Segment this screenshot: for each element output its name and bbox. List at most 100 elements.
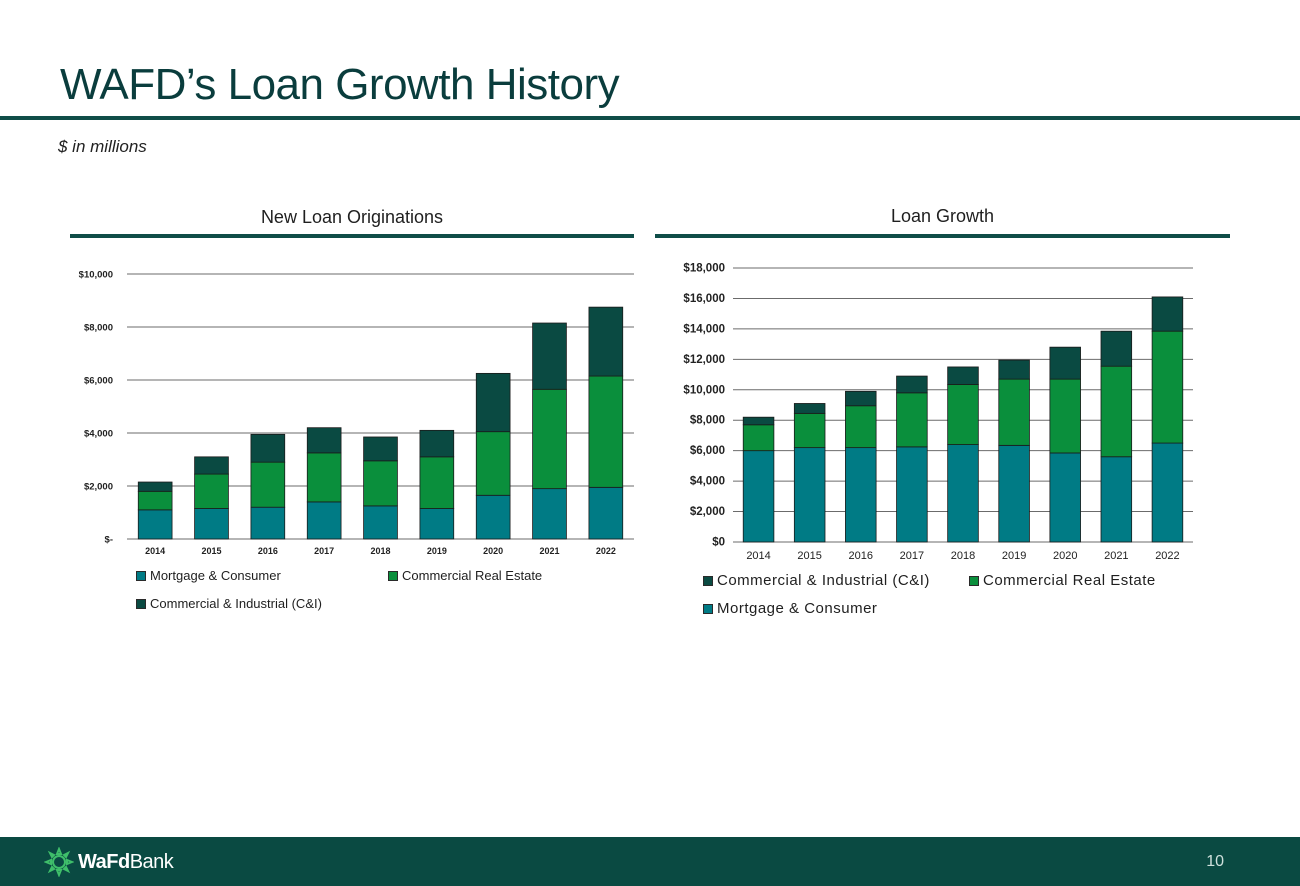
title-divider — [0, 116, 1300, 120]
bar-segment — [588, 486, 624, 540]
y-tick-label: $10,000 — [79, 270, 113, 281]
bar-segment — [1100, 365, 1133, 458]
y-tick-label: $8,000 — [690, 415, 725, 427]
legend-swatch — [136, 598, 146, 609]
x-tick-label: 2017 — [314, 546, 334, 556]
y-tick-label: $18,000 — [683, 263, 725, 275]
legend-item: Commercial Real Estate — [969, 572, 1156, 589]
bar-segment — [363, 436, 398, 462]
y-tick-label: $6,000 — [690, 445, 725, 457]
brand-logo: WaFdBank — [44, 847, 174, 877]
legend-item: Mortgage & Consumer — [136, 568, 281, 583]
right-chart-legend: Commercial & Industrial (C&I) Commercial … — [703, 572, 1223, 622]
bar-segment — [845, 390, 877, 407]
legend-swatch — [388, 570, 398, 581]
bar-segment — [532, 388, 567, 490]
legend-item: Commercial & Industrial (C&I) — [703, 572, 930, 589]
slide-title: WAFD’s Loan Growth History — [60, 60, 620, 109]
bar-segment — [306, 452, 342, 503]
legend-swatch — [969, 575, 979, 586]
y-tick-label: $0 — [712, 537, 725, 549]
footer-bar: WaFdBank 10 — [0, 837, 1300, 886]
new-loan-originations-chart: $- $2,000 $4,000 $6,000 $8,000 $10,000 2014 201… — [79, 270, 634, 556]
x-tick-label: 2018 — [951, 550, 975, 562]
legend-swatch — [136, 570, 146, 581]
x-tick-label: 2022 — [1155, 550, 1179, 562]
bar-segment — [588, 306, 624, 377]
left-chart-legend: Mortgage & Consumer Commercial Real Estat… — [136, 568, 636, 618]
legend-swatch — [703, 603, 713, 614]
bar-segment — [194, 508, 229, 540]
x-tick-label: 2014 — [746, 550, 770, 562]
x-tick-label: 2015 — [797, 550, 821, 562]
legend-item: Mortgage & Consumer — [703, 600, 877, 617]
x-tick-label: 2016 — [849, 550, 873, 562]
bar-segment — [532, 488, 567, 540]
y-tick-label: $16,000 — [683, 293, 725, 305]
bar-segment — [793, 447, 826, 543]
legend-label: Mortgage & Consumer — [150, 568, 281, 583]
bar-segment — [137, 509, 173, 540]
x-tick-label: 2016 — [258, 546, 278, 556]
brand-name-bold: WaFd — [78, 850, 130, 873]
y-tick-label: $4,000 — [690, 476, 725, 488]
y-tick-label: $14,000 — [683, 323, 725, 335]
x-tick-label: 2015 — [201, 546, 221, 556]
bar-segment — [137, 481, 173, 492]
bar-segment — [947, 384, 979, 445]
bar-segment — [742, 416, 775, 426]
bar-segment — [896, 375, 928, 394]
y-tick-label: $2,000 — [84, 482, 113, 493]
bar-segment — [998, 378, 1030, 446]
brand-name: WaFdBank — [78, 850, 174, 874]
bar-segment — [1151, 442, 1184, 543]
bar-segment — [194, 456, 229, 475]
loan-growth-chart: $0 $2,000 $4,000 $6,000 $8,000 $10,000 $12,000… — [683, 263, 1193, 562]
bar-segment — [896, 392, 928, 448]
bar-segment — [363, 460, 398, 507]
brand-name-regular: Bank — [129, 850, 174, 873]
bar-segment — [475, 494, 511, 540]
bar-segment — [194, 473, 229, 509]
x-tick-label: 2021 — [539, 546, 559, 556]
y-tick-label: $12,000 — [683, 354, 725, 366]
legend-label: Commercial & Industrial (C&I) — [717, 572, 930, 589]
y-tick-label: $- — [105, 535, 113, 546]
bar-segment — [1049, 378, 1081, 454]
bar-segment — [306, 427, 342, 454]
bar-segment — [742, 424, 775, 452]
y-tick-label: $10,000 — [683, 384, 725, 396]
bar-segment — [250, 506, 286, 540]
legend-item: Commercial Real Estate — [388, 568, 542, 583]
bar-segment — [896, 446, 928, 543]
bar-segment — [1151, 296, 1184, 332]
left-chart-divider — [70, 234, 634, 238]
y-tick-label: $4,000 — [84, 429, 113, 440]
x-tick-label: 2021 — [1104, 550, 1128, 562]
legend-label: Commercial & Industrial (C&I) — [150, 596, 322, 611]
x-tick-label: 2020 — [1053, 550, 1077, 562]
bar-segment — [419, 508, 455, 540]
bar-segment — [475, 372, 511, 433]
bar-segment — [793, 412, 826, 449]
bar-segment — [419, 429, 455, 458]
y-tick-label: $6,000 — [84, 376, 113, 387]
legend-swatch — [703, 575, 713, 586]
bar-segment — [998, 359, 1030, 380]
x-tick-label: 2017 — [900, 550, 924, 562]
bar-segment — [793, 403, 826, 414]
x-tick-label: 2020 — [483, 546, 503, 556]
bar-segment — [1049, 346, 1081, 380]
y-tick-label: $8,000 — [84, 323, 113, 334]
x-tick-label: 2022 — [596, 546, 616, 556]
bar-segment — [250, 461, 286, 508]
bar-segment — [532, 322, 567, 390]
units-subtitle: $ in millions — [58, 137, 147, 156]
bar-segment — [845, 405, 877, 449]
left-chart-title: New Loan Originations — [260, 207, 444, 227]
bar-segment — [1100, 456, 1133, 543]
page-number: 10 — [1206, 853, 1224, 870]
x-tick-label: 2018 — [370, 546, 390, 556]
bar-segment — [947, 444, 979, 543]
y-tick-label: $2,000 — [690, 506, 725, 518]
